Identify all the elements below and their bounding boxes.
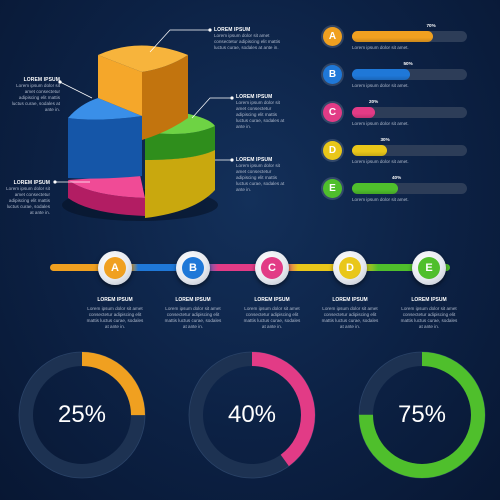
pie-label-3: LOREM IPSUM Lorem ipsum dolor sit amet c… bbox=[236, 94, 290, 130]
pie-label-title: LOREM IPSUM bbox=[214, 27, 251, 33]
bar-badge-c: C bbox=[323, 103, 342, 122]
step-letter: B bbox=[182, 257, 204, 279]
bar-desc: Lorem ipsum dolor sit amet. bbox=[352, 83, 409, 88]
step-a: A bbox=[98, 251, 132, 285]
bar-badge-b: B bbox=[323, 65, 342, 84]
bar-badge-e: E bbox=[323, 179, 342, 198]
bar-track bbox=[352, 107, 467, 118]
pie-label-desc: Lorem ipsum dolor sit amet consectetur a… bbox=[11, 83, 60, 112]
step-e: E bbox=[412, 251, 446, 285]
leader-line-3 bbox=[191, 97, 232, 119]
bar-desc: Lorem ipsum dolor sit amet. bbox=[352, 45, 409, 50]
pie-slice-a-side-right bbox=[142, 55, 188, 140]
step-desc: Lorem ipsum dolor sit amet consectetur a… bbox=[164, 306, 222, 329]
donut-charts bbox=[18, 351, 486, 479]
pie-slice-b bbox=[68, 98, 142, 120]
step-letter: D bbox=[339, 257, 361, 279]
pie-slice-a bbox=[98, 45, 188, 72]
leader-line-1 bbox=[149, 29, 210, 53]
pie-slice-a-side-left bbox=[98, 55, 142, 116]
pie-label-title: LOREM IPSUM bbox=[13, 180, 50, 186]
pie-label-desc: Lorem ipsum dolor sit amet consectetur a… bbox=[236, 100, 285, 129]
bar-c bbox=[352, 107, 375, 118]
bar-badge-a: A bbox=[323, 27, 342, 46]
bar-badge-d: D bbox=[323, 141, 342, 160]
step-desc: Lorem ipsum dolor sit amet consectetur a… bbox=[400, 306, 458, 329]
step-d: D bbox=[333, 251, 367, 285]
pie-slice-c bbox=[68, 175, 145, 198]
bar-e bbox=[352, 183, 398, 194]
step-letter: A bbox=[104, 257, 126, 279]
pie-slice-c-side bbox=[68, 180, 145, 216]
donut-value-label: 75% bbox=[397, 401, 447, 428]
bar-desc: Lorem ipsum dolor sit amet. bbox=[352, 197, 409, 202]
bar-d bbox=[352, 145, 387, 156]
pie-slice-b-side bbox=[68, 116, 142, 179]
leader-line-2 bbox=[59, 81, 93, 99]
bar-value-label: 30% bbox=[380, 137, 390, 142]
pie-slice-d-side bbox=[145, 150, 215, 218]
pie-label-2: LOREM IPSUM Lorem ipsum dolor sit amet c… bbox=[10, 77, 60, 113]
pie-label-4: LOREM IPSUM Lorem ipsum dolor sit amet c… bbox=[236, 157, 290, 193]
pie-label-5: LOREM IPSUM Lorem ipsum dolor sit amet c… bbox=[4, 180, 50, 216]
bar-desc: Lorem ipsum dolor sit amet. bbox=[352, 121, 409, 126]
donut-value-label: 25% bbox=[57, 401, 107, 428]
bar-desc: Lorem ipsum dolor sit amet. bbox=[352, 159, 409, 164]
pie-chart-3d bbox=[53, 28, 234, 221]
step-desc: Lorem ipsum dolor sit amet consectetur a… bbox=[243, 306, 301, 329]
bar-track bbox=[352, 145, 467, 156]
bar-value-label: 50% bbox=[403, 61, 413, 66]
bar-track bbox=[352, 183, 467, 194]
pie-label-title: LOREM IPSUM bbox=[23, 77, 60, 83]
step-desc: Lorem ipsum dolor sit amet consectetur a… bbox=[86, 306, 144, 329]
bar-value-label: 70% bbox=[426, 23, 436, 28]
bar-track bbox=[352, 31, 467, 42]
donut-arc-1 bbox=[19, 352, 145, 478]
pie-label-desc: Lorem ipsum dolor sit amet consectetur a… bbox=[214, 33, 281, 50]
step-c: C bbox=[255, 251, 289, 285]
bar-value-label: 40% bbox=[392, 175, 402, 180]
donut-value-label: 40% bbox=[227, 401, 277, 428]
pie-label-title: LOREM IPSUM bbox=[236, 94, 273, 100]
step-desc: Lorem ipsum dolor sit amet consectetur a… bbox=[321, 306, 379, 329]
step-letter: C bbox=[261, 257, 283, 279]
pie-label-desc: Lorem ipsum dolor sit amet consectetur a… bbox=[6, 186, 50, 215]
pie-label-title: LOREM IPSUM bbox=[236, 157, 273, 163]
bar-track bbox=[352, 69, 467, 80]
step-b: B bbox=[176, 251, 210, 285]
bar-value-label: 20% bbox=[369, 99, 379, 104]
step-title: LOREM IPSUM bbox=[97, 297, 133, 303]
bar-b bbox=[352, 69, 410, 80]
step-title: LOREM IPSUM bbox=[411, 297, 447, 303]
bar-a bbox=[352, 31, 433, 42]
pie-slice-e-side bbox=[145, 126, 215, 160]
step-letter: E bbox=[418, 257, 440, 279]
step-title: LOREM IPSUM bbox=[254, 297, 290, 303]
step-title: LOREM IPSUM bbox=[175, 297, 211, 303]
step-title: LOREM IPSUM bbox=[332, 297, 368, 303]
pie-label-desc: Lorem ipsum dolor sit amet consectetur a… bbox=[236, 163, 285, 192]
timeline-track bbox=[50, 264, 450, 271]
pie-label-1: LOREM IPSUM Lorem ipsum dolor sit amet c… bbox=[214, 27, 284, 51]
donut-arc-3 bbox=[359, 352, 485, 478]
donut-arc-2 bbox=[189, 352, 315, 478]
